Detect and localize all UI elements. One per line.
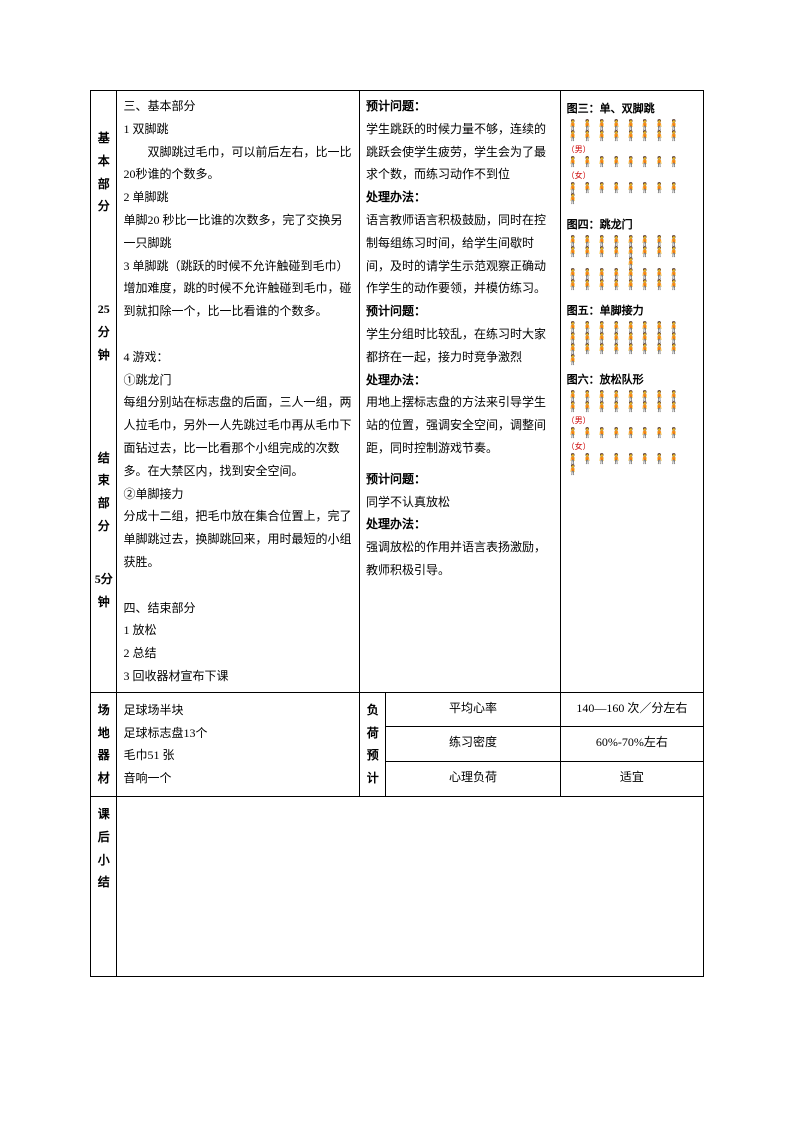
v3: 适宜 <box>560 762 703 797</box>
equipment-label: 场地器材 <box>91 692 117 796</box>
p4: 用地上摆标志盘的方法来引导学生站的位置，强调安全空间，调整间距，同时控制游戏节奏… <box>366 391 554 459</box>
summary-label: 课后小结 <box>91 796 117 976</box>
equipment-text: 足球场半块 足球标志盘13个 毛巾51 张 音响一个 <box>123 699 353 790</box>
diag6-r3: 🧍🧍🧍🧍🧍🧍🧍🧍 <box>567 428 697 439</box>
diag4-r2: 🧍🧍🧍🧍🧍🧍🧍🧍 <box>567 247 697 258</box>
p5: 同学不认真放松 <box>366 491 554 514</box>
m3: 心理负荷 <box>386 762 560 797</box>
content-cell: 三、基本部分 1 双脚跳 双脚跳过毛巾，可以前后左右，比一比20秒谁的个数多。 … <box>117 91 360 693</box>
diag5-r3: 🧍🧍🧍🧍🧍🧍🧍🧍 <box>567 344 697 355</box>
p3: 学生分组时比较乱，在练习时大家都挤在一起，接力时竞争激烈 <box>366 323 554 369</box>
problems-cell: 预计问题： 学生跳跃的时候力量不够，连续的跳跃会使学生疲劳，学生会为了最求个数，… <box>360 91 561 693</box>
h3: 预计问题： <box>366 300 554 323</box>
content-text: 三、基本部分 1 双脚跳 双脚跳过毛巾，可以前后左右，比一比20秒谁的个数多。 … <box>123 95 353 688</box>
h2: 处理办法： <box>366 186 554 209</box>
h6: 处理办法： <box>366 513 554 536</box>
diag4-c: 🧍 <box>567 258 697 269</box>
diag3-t: 🧍 <box>567 194 697 205</box>
lesson-plan-table: 基本部分 25分钟 结束部分 5分钟 三、基本部分 1 双脚跳 双脚跳过毛巾，可… <box>90 90 704 977</box>
diag3-r2: 🧍🧍🧍🧍🧍🧍🧍🧍 <box>567 131 697 142</box>
diag6-r2: 🧍🧍🧍🧍🧍🧍🧍🧍 <box>567 402 697 413</box>
diag5-r1: 🧍🧍🧍🧍🧍🧍🧍🧍 <box>567 322 697 333</box>
h4: 处理办法： <box>366 369 554 392</box>
diag5-t: 🧍 <box>567 355 697 366</box>
diag6-title: 图六：放松队形 <box>567 370 697 391</box>
v2: 60%-70%左右 <box>560 727 703 762</box>
h1: 预计问题： <box>366 95 554 118</box>
diag3-lblm: （男） <box>567 142 697 157</box>
metrics-label: 负荷预计 <box>360 692 386 796</box>
p6: 强调放松的作用并语言表扬激励，教师积极引导。 <box>366 536 554 582</box>
p1: 学生跳跃的时候力量不够，连续的跳跃会使学生疲劳，学生会为了最求个数，而练习动作不… <box>366 118 554 186</box>
diag4-title: 图四：跳龙门 <box>567 215 697 236</box>
diag3-r3: 🧍🧍🧍🧍🧍🧍🧍🧍 <box>567 157 697 168</box>
p2: 语言教师语言积极鼓励，同时在控制每组练习时间，给学生间歇时间，及时的请学生示范观… <box>366 209 554 300</box>
diag4-r1: 🧍🧍🧍🧍🧍🧍🧍🧍 <box>567 236 697 247</box>
label-basic: 基本部分 <box>93 127 114 218</box>
diag4-r4: 🧍🧍🧍🧍🧍🧍🧍🧍 <box>567 280 697 291</box>
diag6-lblf: （女） <box>567 439 697 454</box>
diag6-t: 🧍 <box>567 465 697 476</box>
h5: 预计问题： <box>366 468 554 491</box>
diag6-lblm: （男） <box>567 413 697 428</box>
time-end: 5分钟 <box>93 568 114 614</box>
m2: 练习密度 <box>386 727 560 762</box>
m1: 平均心率 <box>386 692 560 727</box>
diag3-r4: 🧍🧍🧍🧍🧍🧍🧍🧍 <box>567 183 697 194</box>
diag6-r1: 🧍🧍🧍🧍🧍🧍🧍🧍 <box>567 391 697 402</box>
section-label-basic: 基本部分 25分钟 结束部分 5分钟 <box>91 91 117 693</box>
diag6-r4: 🧍🧍🧍🧍🧍🧍🧍🧍 <box>567 454 697 465</box>
diag5-title: 图五：单脚接力 <box>567 301 697 322</box>
summary-content <box>117 796 704 976</box>
diagrams-cell: 图三：单、双脚跳 🧍🧍🧍🧍🧍🧍🧍🧍 🧍🧍🧍🧍🧍🧍🧍🧍 （男） 🧍🧍🧍🧍🧍🧍🧍🧍 … <box>560 91 703 693</box>
equipment-content: 足球场半块 足球标志盘13个 毛巾51 张 音响一个 <box>117 692 360 796</box>
label-end: 结束部分 <box>93 447 114 538</box>
time-basic: 25分钟 <box>93 298 114 366</box>
diag3-lblf: （女） <box>567 168 697 183</box>
diag4-r3: 🧍🧍🧍🧍🧍🧍🧍🧍 <box>567 269 697 280</box>
v1: 140—160 次／分左右 <box>560 692 703 727</box>
diag3-r1: 🧍🧍🧍🧍🧍🧍🧍🧍 <box>567 120 697 131</box>
diag3-title: 图三：单、双脚跳 <box>567 99 697 120</box>
diag5-r2: 🧍🧍🧍🧍🧍🧍🧍🧍 <box>567 333 697 344</box>
